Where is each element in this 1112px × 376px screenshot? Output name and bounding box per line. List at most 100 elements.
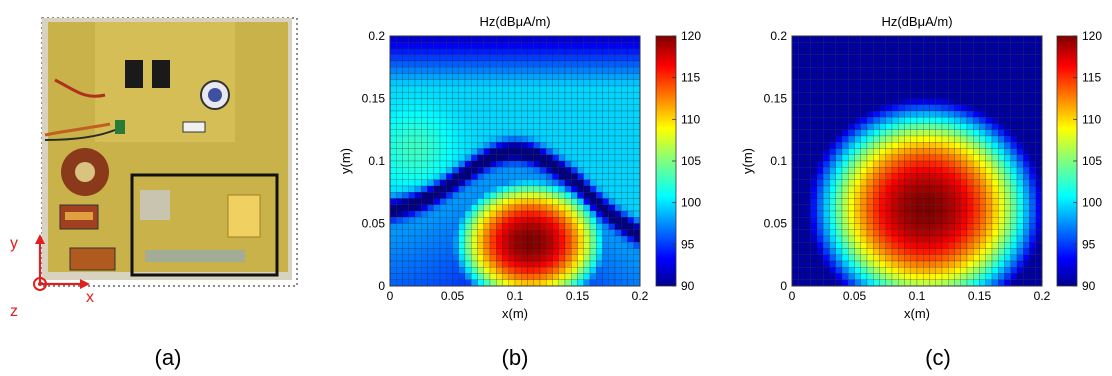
heatmap-cell: [835, 160, 843, 168]
heatmap-cell: [1023, 73, 1030, 80]
heatmap-cell: [823, 235, 830, 243]
heatmap-cell: [589, 260, 597, 268]
heatmap-cell: [602, 123, 609, 130]
heatmap-cell: [533, 173, 541, 180]
heatmap-cell: [979, 279, 986, 287]
heatmap-cell: [552, 254, 559, 262]
heatmap-cell: [421, 167, 428, 174]
heatmap-cell: [948, 210, 955, 218]
heatmap-cell: [577, 104, 584, 112]
heatmap-cell: [452, 223, 459, 230]
heatmap-cell: [471, 79, 478, 87]
heatmap-cell: [439, 54, 447, 62]
heatmap-cell: [471, 142, 478, 149]
heatmap-cell: [527, 192, 534, 199]
heatmap-cell: [596, 279, 603, 287]
heatmap-cell: [464, 142, 472, 149]
heatmap-cell: [458, 167, 466, 174]
heatmap-cell: [923, 117, 930, 124]
heatmap-cell: [558, 248, 566, 255]
heatmap-cell: [439, 35, 447, 43]
heatmap-cell: [571, 135, 578, 143]
heatmap-cell: [477, 173, 484, 180]
heatmap-cell: [496, 242, 503, 249]
heatmap-cell: [402, 192, 409, 199]
heatmap-cell: [860, 179, 868, 187]
heatmap-cell: [891, 167, 899, 174]
heatmap-cell: [633, 198, 641, 205]
heatmap-cell: [1029, 110, 1036, 118]
heatmap-cell: [471, 110, 478, 118]
heatmap-cell: [960, 117, 968, 124]
heatmap-cell: [508, 73, 516, 80]
heatmap-cell: [508, 135, 516, 143]
heatmap-cell: [402, 135, 409, 143]
heatmap-cell: [558, 92, 566, 99]
heatmap-cell: [891, 85, 899, 93]
heatmap-cell: [885, 142, 893, 149]
heatmap-cell: [633, 92, 641, 99]
heatmap-cell: [433, 173, 441, 180]
heatmap-cell: [621, 160, 628, 168]
heatmap-cell: [458, 48, 466, 55]
heatmap-cell: [583, 167, 591, 174]
heatmap-cell: [841, 235, 849, 243]
heatmap-cell: [829, 185, 836, 193]
heatmap-cell: [935, 117, 943, 124]
heatmap-cell: [496, 148, 503, 155]
heatmap-cell: [1016, 204, 1024, 212]
heatmap-cell: [633, 42, 641, 49]
heatmap-cell: [866, 42, 874, 49]
heatmap-cell: [873, 160, 880, 168]
heatmap-cell: [621, 135, 628, 143]
heatmap-cell: [471, 129, 478, 137]
heatmap-cell: [389, 104, 397, 112]
heatmap-cell: [521, 154, 528, 162]
heatmap-cell: [1004, 279, 1011, 287]
heatmap-cell: [1010, 210, 1018, 218]
heatmap-cell: [916, 117, 924, 124]
heatmap-cell: [571, 273, 578, 280]
heatmap-cell: [402, 235, 409, 243]
heatmap-cell: [533, 179, 541, 187]
heatmap-cell: [841, 254, 849, 262]
heatmap-cell: [533, 79, 541, 87]
heatmap-cell: [571, 79, 578, 87]
heatmap-cell: [521, 229, 528, 237]
heatmap-cell: [614, 79, 622, 87]
heatmap-cell: [873, 110, 880, 118]
heatmap-cell: [533, 35, 541, 43]
heatmap-cell: [396, 148, 403, 155]
heatmap-cell: [873, 242, 880, 249]
heatmap-cell: [816, 92, 824, 99]
heatmap-cell: [891, 92, 899, 99]
heatmap-cell: [960, 267, 968, 274]
heatmap-cell: [966, 267, 974, 274]
heatmap-cell: [608, 54, 616, 62]
heatmap-cell: [402, 142, 409, 149]
heatmap-cell: [633, 54, 641, 62]
heatmap-cell: [496, 67, 503, 74]
heatmap-cell: [885, 123, 893, 130]
heatmap-cell: [427, 279, 434, 287]
heatmap-cell: [396, 173, 403, 180]
heatmap-cell: [998, 229, 1005, 237]
heatmap-cell: [396, 85, 403, 93]
heatmap-cell: [596, 210, 603, 218]
heatmap-cell: [389, 154, 397, 162]
heatmap-cell: [1029, 235, 1036, 243]
heatmap-cell: [866, 217, 874, 224]
heatmap-cell: [577, 67, 584, 74]
heatmap-cell: [898, 148, 905, 155]
heatmap-cell: [1010, 79, 1018, 87]
heatmap-cell: [929, 42, 936, 49]
heatmap-cell: [960, 92, 968, 99]
heatmap-cell: [458, 267, 466, 274]
heatmap-cell: [873, 210, 880, 218]
heatmap-cell: [798, 248, 805, 255]
heatmap-cell: [898, 35, 905, 43]
heatmap-cell: [1029, 279, 1036, 287]
heatmap-cell: [1035, 54, 1043, 62]
heatmap-cell: [904, 154, 911, 162]
